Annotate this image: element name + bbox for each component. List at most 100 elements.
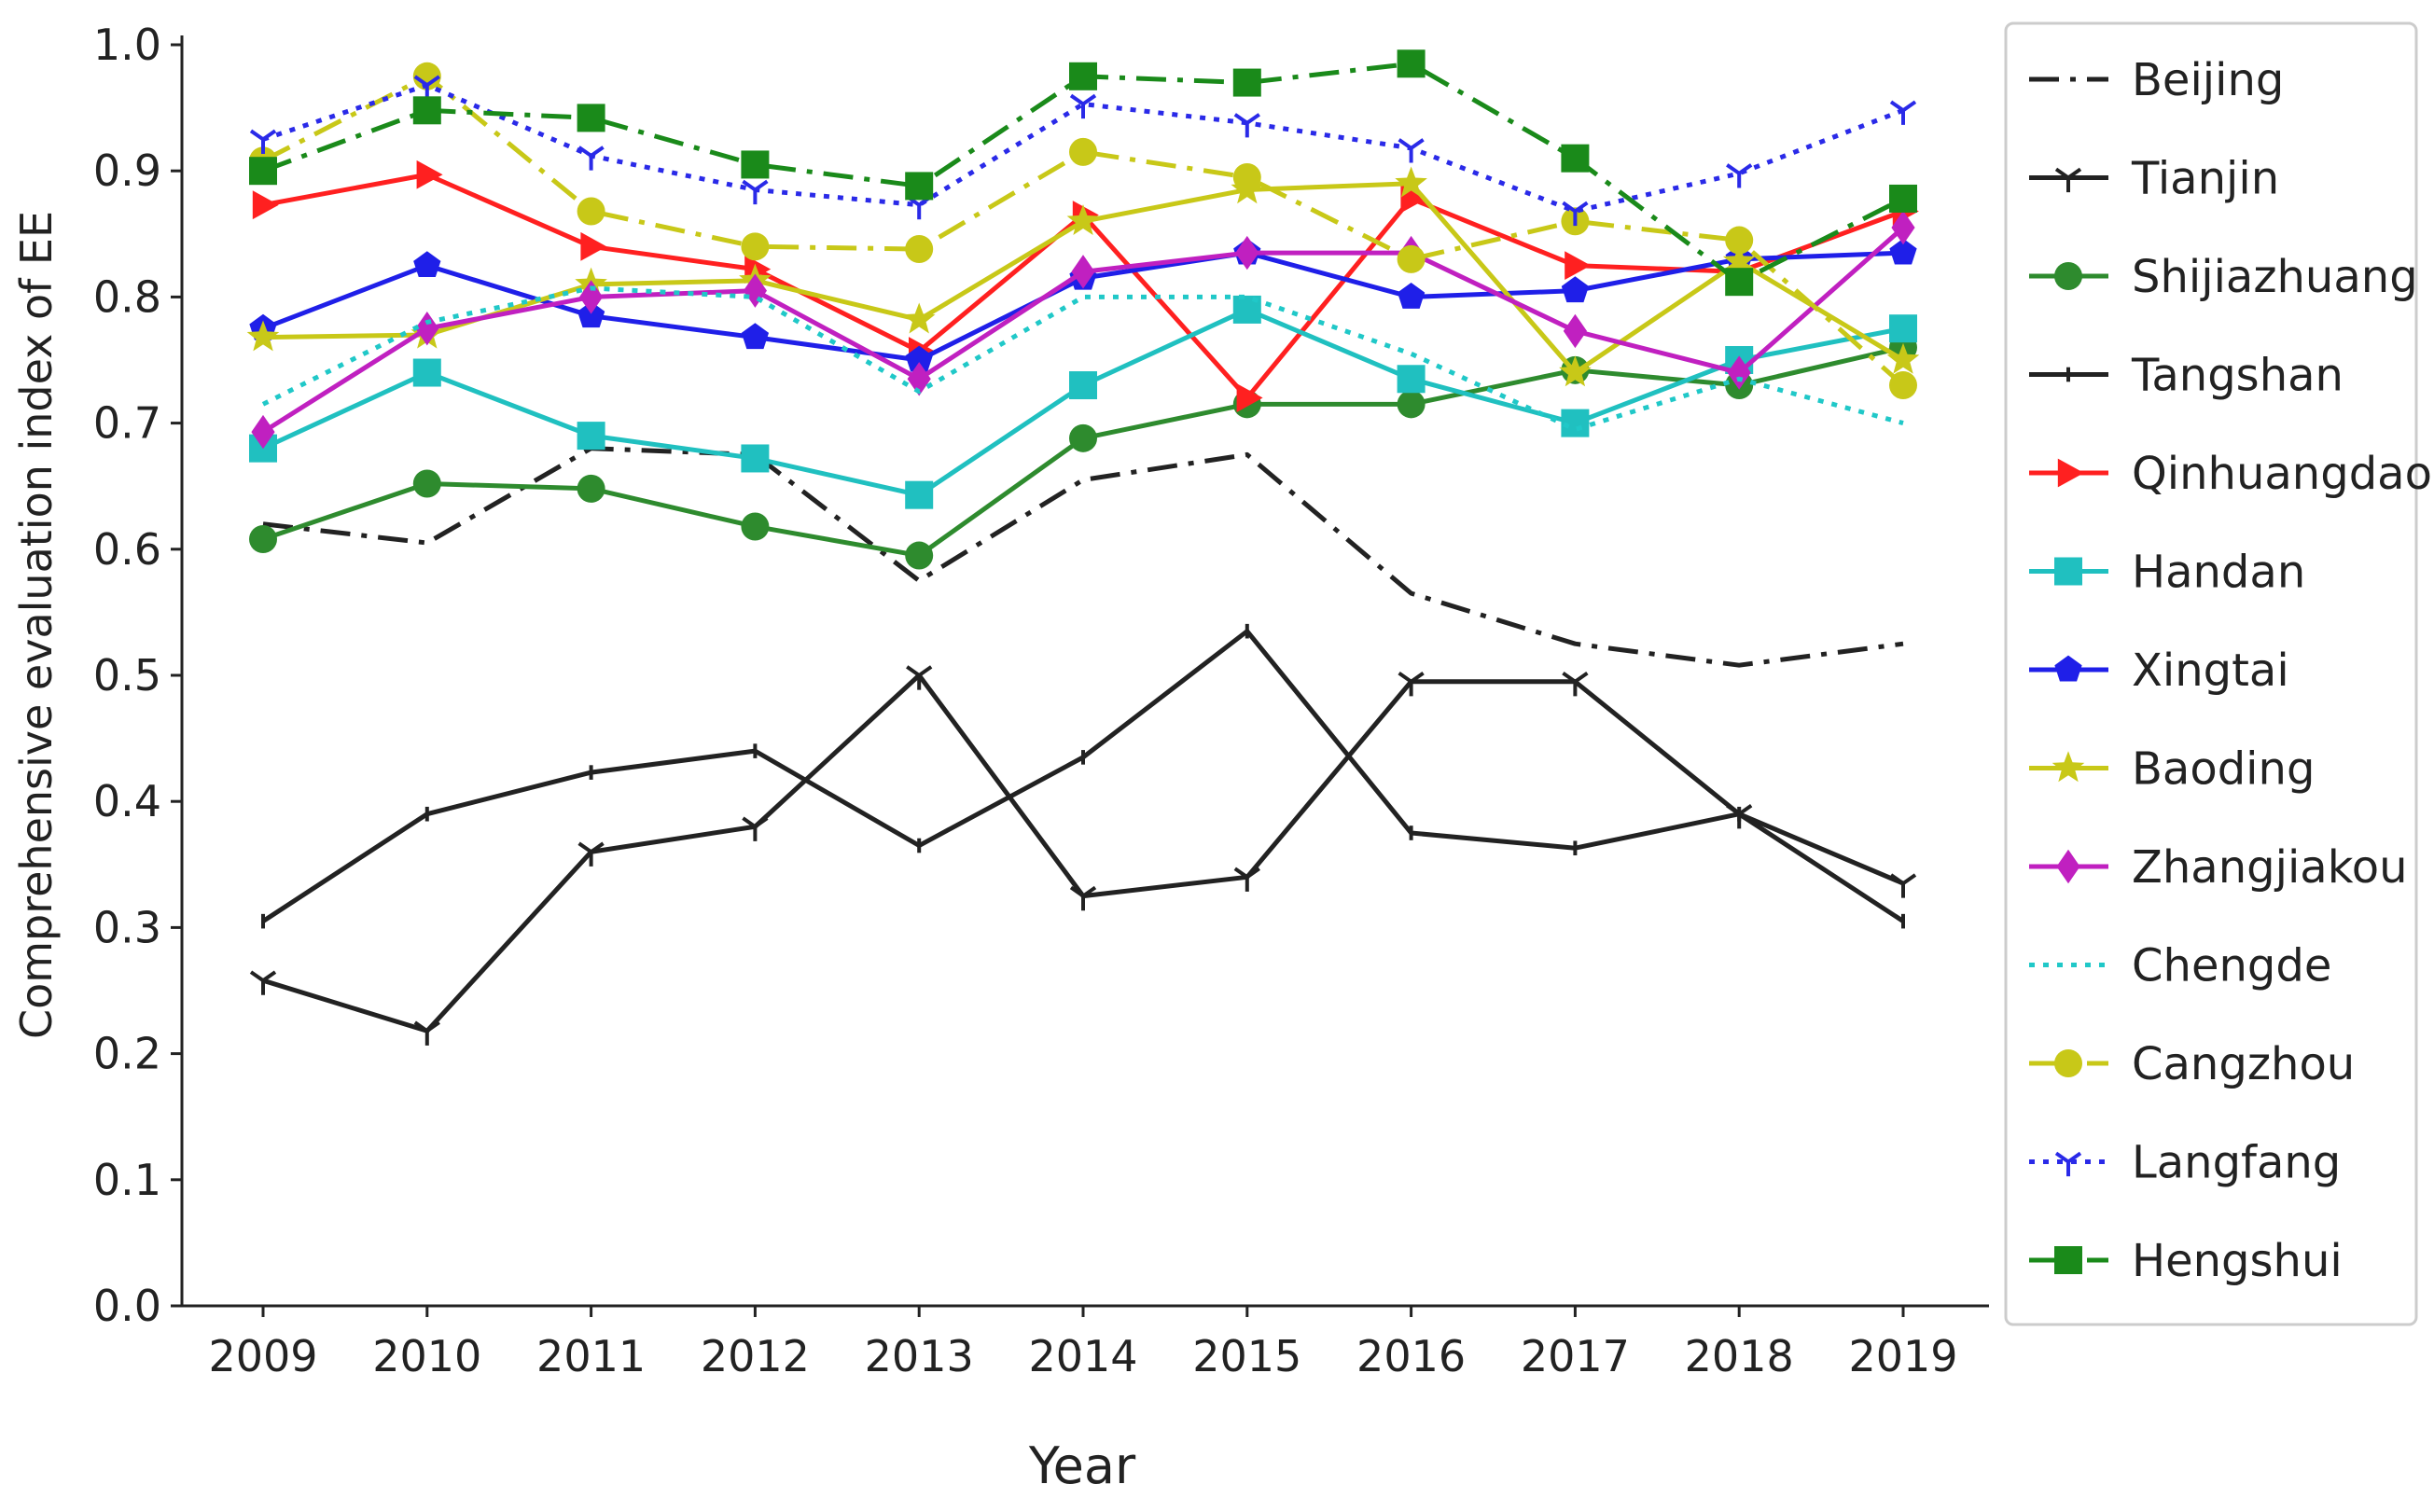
data-point-xingtai <box>1889 238 1917 265</box>
legend-marker-qinhuangdao <box>2057 458 2084 488</box>
y-tick-label: 0.4 <box>93 776 161 826</box>
legend-label-tangshan: Tangshan <box>2131 350 2344 402</box>
data-point-shijiazhuang <box>1397 390 1426 419</box>
legend-marker-langfang <box>2054 1151 2082 1177</box>
legend-marker-baoding <box>2052 751 2085 783</box>
y-tick-label: 0.8 <box>93 271 161 322</box>
data-point-zhangjiakou <box>415 312 439 346</box>
legend-label-baoding: Baoding <box>2132 743 2315 796</box>
data-point-baoding <box>1559 355 1592 387</box>
legend-item-hengshui: Hengshui <box>2029 1235 2343 1287</box>
data-point-zhangjiakou <box>907 362 931 396</box>
legend: Beijing Tianjin Shijiazhuang Tangshan Qinhua… <box>2004 21 2432 1326</box>
data-point-zhangjiakou <box>1891 210 1915 245</box>
data-point-cangzhou <box>905 235 934 264</box>
data-point-handan <box>1889 314 1917 343</box>
data-point-qinhuangdao <box>1565 251 1592 280</box>
data-point-shijiazhuang <box>577 474 605 503</box>
series-line-chengde <box>261 285 1904 432</box>
data-point-langfang <box>742 179 769 205</box>
data-point-hengshui <box>1232 68 1261 97</box>
y-tick-label: 0.3 <box>93 902 161 952</box>
legend-item-tangshan: Tangshan <box>2029 350 2344 402</box>
series-chengde <box>261 285 1904 432</box>
series-line-beijing <box>262 446 1904 668</box>
data-point-langfang <box>1562 201 1589 227</box>
x-tick-label: 2013 <box>865 1331 974 1381</box>
x-tick-label: 2011 <box>536 1331 646 1381</box>
data-point-baoding <box>1722 244 1756 276</box>
legend-item-zhangjiakou: Zhangjiakou <box>2029 841 2408 894</box>
data-point-cangzhou <box>1889 371 1917 400</box>
data-point-xingtai <box>577 301 605 328</box>
legend-item-cangzhou: Cangzhou <box>2029 1038 2355 1090</box>
legend-label-hengshui: Hengshui <box>2132 1235 2343 1287</box>
legend-label-tianjin: Tianjin <box>2131 153 2279 205</box>
legend-marker-handan <box>2054 557 2082 586</box>
y-tick-label: 0.0 <box>93 1281 161 1331</box>
data-point-langfang <box>249 129 277 154</box>
data-point-hengshui <box>905 172 934 201</box>
data-point-qinhuangdao <box>252 190 279 220</box>
legend-label-shijiazhuang: Shijiazhuang <box>2132 251 2418 303</box>
legend-marker-xingtai <box>2054 655 2082 682</box>
series-tianjin <box>249 665 1917 1046</box>
series-beijing <box>262 446 1904 668</box>
data-point-xingtai <box>741 323 770 350</box>
data-point-hengshui <box>577 104 605 132</box>
legend-label-langfang: Langfang <box>2132 1137 2341 1189</box>
data-point-hengshui <box>412 96 441 125</box>
x-tick-label: 2010 <box>372 1331 481 1381</box>
series-langfang <box>249 75 1917 227</box>
data-point-hengshui <box>1725 268 1754 297</box>
data-point-shijiazhuang <box>741 512 770 541</box>
legend-label-beijing: Beijing <box>2132 54 2284 106</box>
data-point-shijiazhuang <box>412 469 441 498</box>
data-point-cangzhou <box>412 62 441 90</box>
y-tick-label: 1.0 <box>93 20 161 70</box>
legend-marker-cangzhou <box>2054 1049 2082 1077</box>
legend-marker-zhangjiakou <box>2056 849 2080 884</box>
data-point-tianjin <box>413 1020 440 1046</box>
y-tick-label: 0.2 <box>93 1029 161 1079</box>
data-point-baoding <box>246 320 280 352</box>
data-point-cangzhou <box>1232 162 1261 191</box>
legend-box <box>2004 21 2418 1326</box>
data-point-cangzhou <box>1069 137 1097 166</box>
data-point-tianjin <box>906 665 933 690</box>
data-point-tianjin <box>1069 885 1097 911</box>
data-point-baoding <box>1886 342 1920 374</box>
legend-marker-tianjin <box>2054 167 2082 193</box>
data-point-hengshui <box>1561 144 1590 173</box>
data-point-tianjin <box>1889 873 1917 898</box>
legend-marker-shijiazhuang <box>2054 262 2082 290</box>
x-tick-label: 2012 <box>701 1331 810 1381</box>
data-point-hengshui <box>1069 62 1097 90</box>
data-point-hengshui <box>1397 49 1426 78</box>
y-tick-label: 0.1 <box>93 1155 161 1205</box>
data-point-tianjin <box>249 970 277 995</box>
data-point-qinhuangdao <box>416 160 443 189</box>
legend-item-xingtai: Xingtai <box>2029 645 2289 697</box>
data-point-qinhuangdao <box>1236 383 1263 412</box>
data-point-cangzhou <box>1725 226 1754 255</box>
data-point-cangzhou <box>577 197 605 226</box>
y-tick-label: 0.7 <box>93 398 161 449</box>
x-tick-label: 2009 <box>208 1331 317 1381</box>
data-point-zhangjiakou <box>251 414 275 450</box>
data-point-xingtai <box>413 251 441 278</box>
data-point-tianjin <box>742 816 769 841</box>
data-point-xingtai <box>1397 283 1426 309</box>
data-point-handan <box>1069 371 1097 400</box>
legend-item-qinhuangdao: Qinhuangdao <box>2029 448 2432 500</box>
legend-label-cangzhou: Cangzhou <box>2132 1038 2355 1090</box>
x-tick-label: 2019 <box>1848 1331 1957 1381</box>
data-point-hengshui <box>1889 184 1917 213</box>
data-point-shijiazhuang <box>249 524 277 553</box>
data-point-zhangjiakou <box>1071 255 1095 289</box>
data-point-handan <box>905 480 934 509</box>
series-line-cangzhou <box>261 74 1905 387</box>
data-point-baoding <box>902 302 936 334</box>
legend-item-baoding: Baoding <box>2029 743 2315 796</box>
series-tangshan <box>261 623 1905 929</box>
